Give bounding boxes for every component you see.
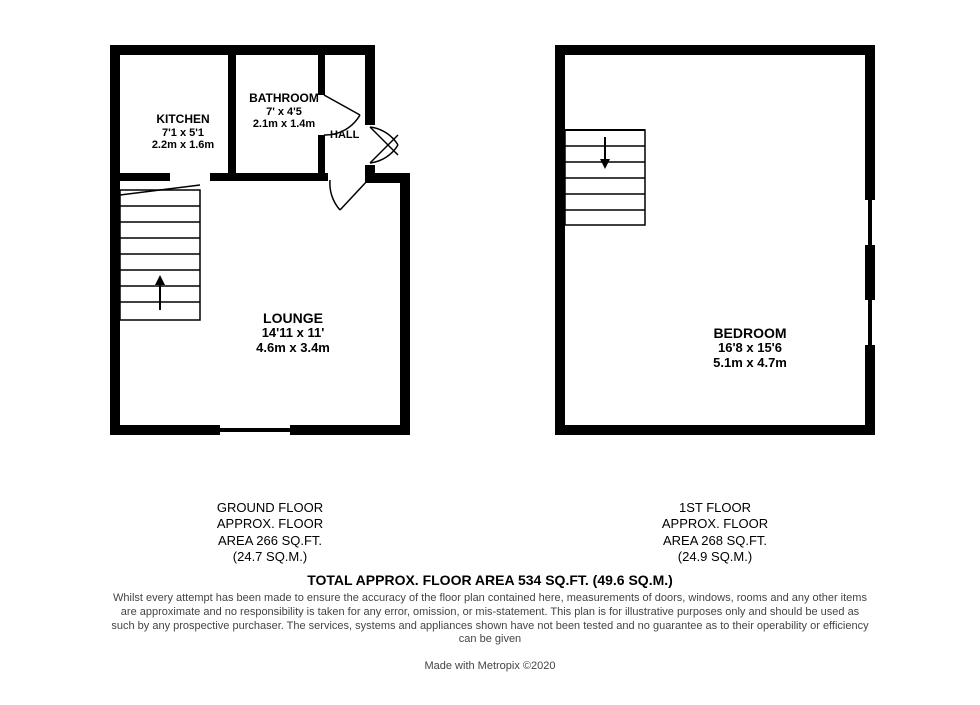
ff-l1: 1ST FLOOR [585, 500, 845, 516]
first-floor-svg [555, 45, 875, 435]
ff-l3: AREA 268 SQ.FT. [585, 533, 845, 549]
kitchen-label: KITCHEN 7'1 x 5'1 2.2m x 1.6m [128, 113, 238, 152]
bathroom-met: 2.1m x 1.4m [236, 118, 332, 131]
lounge-name: LOUNGE [218, 310, 368, 326]
kitchen-name: KITCHEN [128, 113, 238, 127]
ff-l4: (24.9 SQ.M.) [585, 549, 845, 565]
bathroom-imp: 7' x 4'5 [236, 106, 332, 119]
ff-l2: APPROX. FLOOR [585, 516, 845, 532]
bathroom-label: BATHROOM 7' x 4'5 2.1m x 1.4m [236, 92, 332, 131]
bedroom-imp: 16'8 x 15'6 [670, 341, 830, 356]
lounge-label: LOUNGE 14'11 x 11' 4.6m x 3.4m [218, 310, 368, 356]
kitchen-imp: 7'1 x 5'1 [128, 127, 238, 140]
bedroom-met: 5.1m x 4.7m [670, 356, 830, 371]
gf-l4: (24.7 SQ.M.) [140, 549, 400, 565]
first-floor-summary: 1ST FLOOR APPROX. FLOOR AREA 268 SQ.FT. … [585, 500, 845, 565]
ground-floor-summary: GROUND FLOOR APPROX. FLOOR AREA 266 SQ.F… [140, 500, 400, 565]
lounge-imp: 14'11 x 11' [218, 326, 368, 341]
kitchen-met: 2.2m x 1.6m [128, 139, 238, 152]
disclaimer-text: Whilst every attempt has been made to en… [110, 592, 870, 647]
first-floor-plan [555, 45, 875, 435]
hall-label: HALL [330, 129, 359, 141]
total-area: TOTAL APPROX. FLOOR AREA 534 SQ.FT. (49.… [0, 572, 980, 588]
gf-l1: GROUND FLOOR [140, 500, 400, 516]
gf-l3: AREA 266 SQ.FT. [140, 533, 400, 549]
made-with: Made with Metropix ©2020 [0, 660, 980, 672]
bathroom-name: BATHROOM [236, 92, 332, 106]
bedroom-name: BEDROOM [670, 325, 830, 341]
gf-l2: APPROX. FLOOR [140, 516, 400, 532]
lounge-met: 4.6m x 3.4m [218, 341, 368, 356]
bedroom-label: BEDROOM 16'8 x 15'6 5.1m x 4.7m [670, 325, 830, 371]
floorplan-canvas: KITCHEN 7'1 x 5'1 2.2m x 1.6m BATHROOM 7… [0, 0, 980, 705]
